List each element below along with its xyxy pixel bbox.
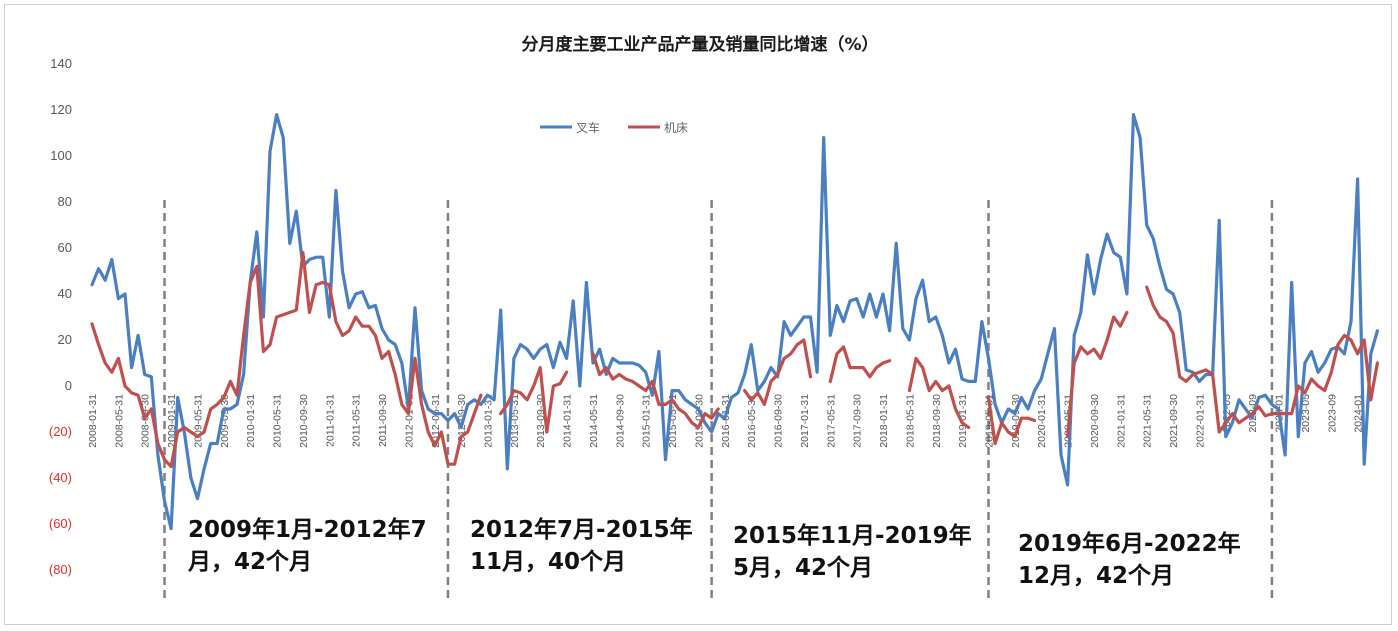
x-tick-label: 2017-05-31 — [825, 394, 837, 448]
x-tick-label: 2023-05 — [1300, 394, 1312, 433]
period-annotation-line2: 12月，42个月 — [1018, 563, 1174, 589]
x-tick-label: 2020-01-31 — [1036, 394, 1048, 448]
x-tick-label: 2010-09-30 — [298, 394, 310, 448]
x-tick-label: 2011-01-31 — [324, 394, 336, 447]
x-tick-label: 2014-05-31 — [588, 394, 600, 448]
period-annotation-line1: 2019年6月-2022年 — [1018, 530, 1241, 557]
legend-label: 叉车 — [576, 120, 600, 135]
x-tick-label: 2020-09-30 — [1089, 394, 1101, 448]
x-tick-label: 2017-09-30 — [852, 394, 864, 448]
x-tick-label: 2013-01-31 — [483, 394, 495, 448]
period-annotation-line2: 11月，40个月 — [470, 549, 626, 575]
x-tick-label: 2010-05-31 — [272, 394, 284, 448]
x-tick-label: 2021-09-30 — [1168, 394, 1180, 448]
x-tick-label: 2023-09 — [1326, 394, 1338, 433]
x-axis: 2008-01-31 2008-05-31 2008-09-30 2009-01-31… — [87, 394, 1365, 448]
y-axis: 140 120 100 80 60 40 20 0 (20) (40) (60) (80) — [49, 56, 72, 577]
x-tick-label: 2011-05-31 — [351, 394, 363, 447]
x-tick-label: 2018-01-31 — [878, 394, 890, 448]
x-tick-label: 2018-09-30 — [931, 394, 943, 448]
y-tick-label: 80 — [58, 194, 72, 209]
series-line — [90, 251, 1379, 469]
y-tick-label: 140 — [50, 56, 72, 71]
x-tick-label: 2016-05-31 — [746, 394, 758, 448]
x-tick-label: 2019-01-31 — [957, 394, 969, 448]
y-tick-label: 20 — [58, 332, 72, 347]
x-tick-label: 2017-01-31 — [799, 394, 811, 448]
y-tick-label: 100 — [50, 148, 72, 163]
x-tick-label: 2008-05-31 — [113, 394, 125, 448]
x-tick-label: 2022-01-31 — [1194, 394, 1206, 448]
x-tick-label: 2021-05-31 — [1142, 394, 1154, 448]
period-annotation-line1: 2012年7月-2015年 — [470, 516, 693, 543]
y-tick-label: 60 — [58, 240, 72, 255]
y-tick-label: (40) — [49, 470, 72, 485]
x-tick-label: 2011-09-30 — [377, 394, 389, 447]
series-layer — [90, 113, 1379, 531]
y-tick-label: (80) — [49, 562, 72, 577]
series-line — [90, 113, 1379, 531]
x-tick-label: 2012-01-31 — [403, 394, 415, 448]
x-tick-label: 2018-05-31 — [904, 394, 916, 448]
x-tick-label: 2009-09-30 — [219, 394, 231, 448]
period-annotation-line2: 5月，42个月 — [733, 555, 873, 581]
y-tick-label: 40 — [58, 286, 72, 301]
x-tick-label: 2016-09-30 — [773, 394, 785, 448]
x-tick-label: 2021-01-31 — [1115, 394, 1127, 448]
period-annotation-line2: 月，42个月 — [187, 549, 312, 575]
y-tick-label: 0 — [65, 378, 72, 393]
x-tick-label: 2014-09-30 — [614, 394, 626, 448]
legend-label: 机床 — [664, 121, 688, 135]
y-tick-label: (60) — [49, 516, 72, 531]
y-tick-label: (20) — [49, 424, 72, 439]
x-tick-label: 2014-01-31 — [562, 394, 574, 448]
x-tick-label: 2008-01-31 — [87, 394, 99, 448]
y-tick-label: 120 — [50, 102, 72, 117]
period-annotation-line1: 2015年11月-2019年 — [733, 522, 972, 549]
legend: 叉车 机床 — [540, 120, 688, 135]
x-tick-label: 2015-01-31 — [641, 394, 653, 448]
x-tick-label: 2009-05-31 — [192, 394, 204, 448]
period-annotation-line1: 2009年1月-2012年7 — [188, 516, 427, 543]
x-tick-label: 2010-01-31 — [245, 394, 257, 448]
chart-title: 分月度主要工业产品产量及销量同比增速（%） — [521, 34, 878, 55]
period-annotations: 2009年1月-2012年7 月，42个月 2012年7月-2015年 11月，40个… — [187, 516, 1241, 589]
chart-frame — [4, 4, 1392, 625]
